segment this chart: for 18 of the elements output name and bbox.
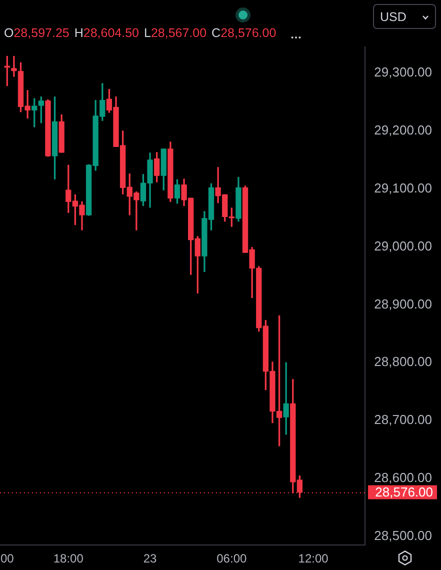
ref-line-label: 28,576.00 (375, 484, 433, 500)
y-tick-label: 28,900.00 (374, 296, 432, 312)
x-tick-label: 00 (0, 552, 14, 566)
y-tick-label: 28,700.00 (374, 412, 432, 428)
currency-dropdown[interactable]: USD (373, 4, 436, 29)
x-tick-label: 18:00 (53, 552, 84, 566)
y-tick-label: 28,600.00 (374, 470, 432, 485)
y-tick-label: 28,800.00 (374, 354, 432, 370)
y-tick-label: 29,200.00 (374, 122, 432, 138)
y-tick-label: 29,100.00 (374, 180, 432, 196)
y-tick-label: 29,300.00 (374, 64, 432, 80)
x-tick-label: 23 (143, 552, 158, 566)
chart-subtitle: O28,597.25 H28,604.50 L28,567.00 C28,576.00 (4, 26, 276, 40)
x-tick-label: 06:00 (216, 552, 247, 566)
y-tick-label: 28,500.00 (374, 528, 432, 543)
candlestick (11, 56, 17, 77)
y-tick-label: 29,000.00 (374, 238, 432, 254)
x-tick-label: 12:00 (298, 552, 329, 566)
